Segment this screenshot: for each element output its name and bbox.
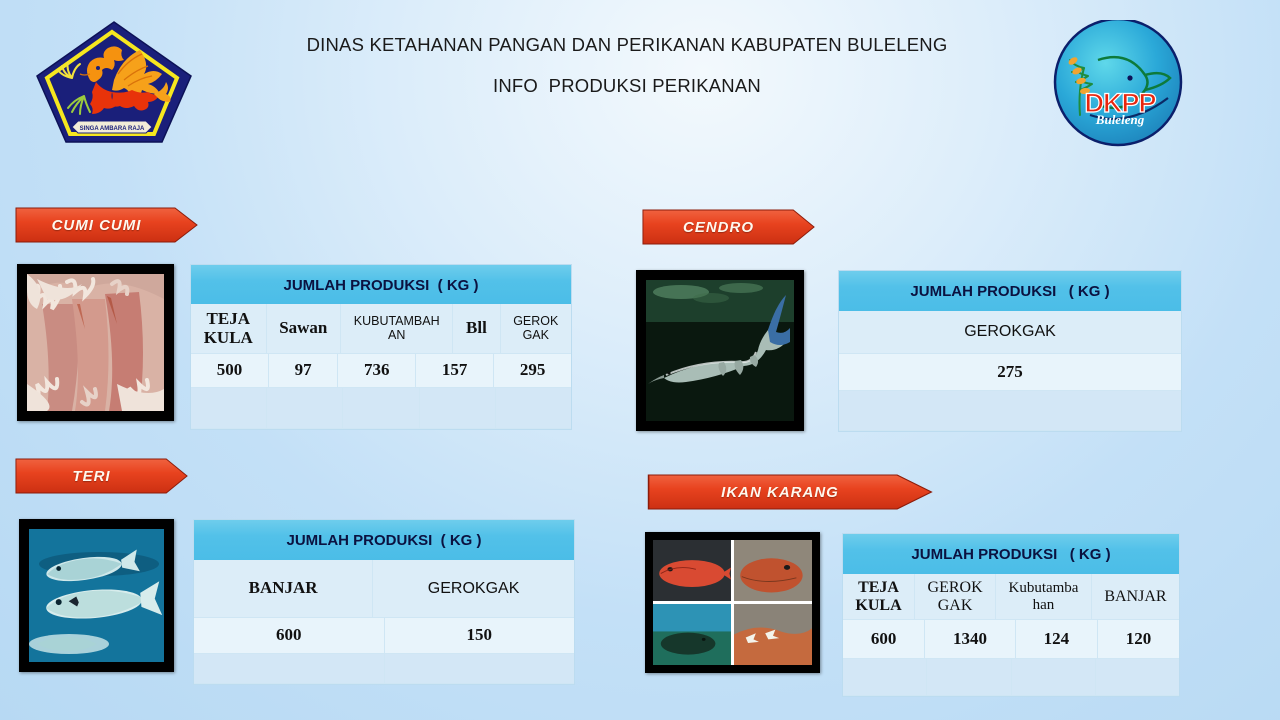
svg-text:Buleleng: Buleleng xyxy=(1095,112,1145,127)
svg-text:SINGA AMBARA RAJA: SINGA AMBARA RAJA xyxy=(80,126,145,132)
